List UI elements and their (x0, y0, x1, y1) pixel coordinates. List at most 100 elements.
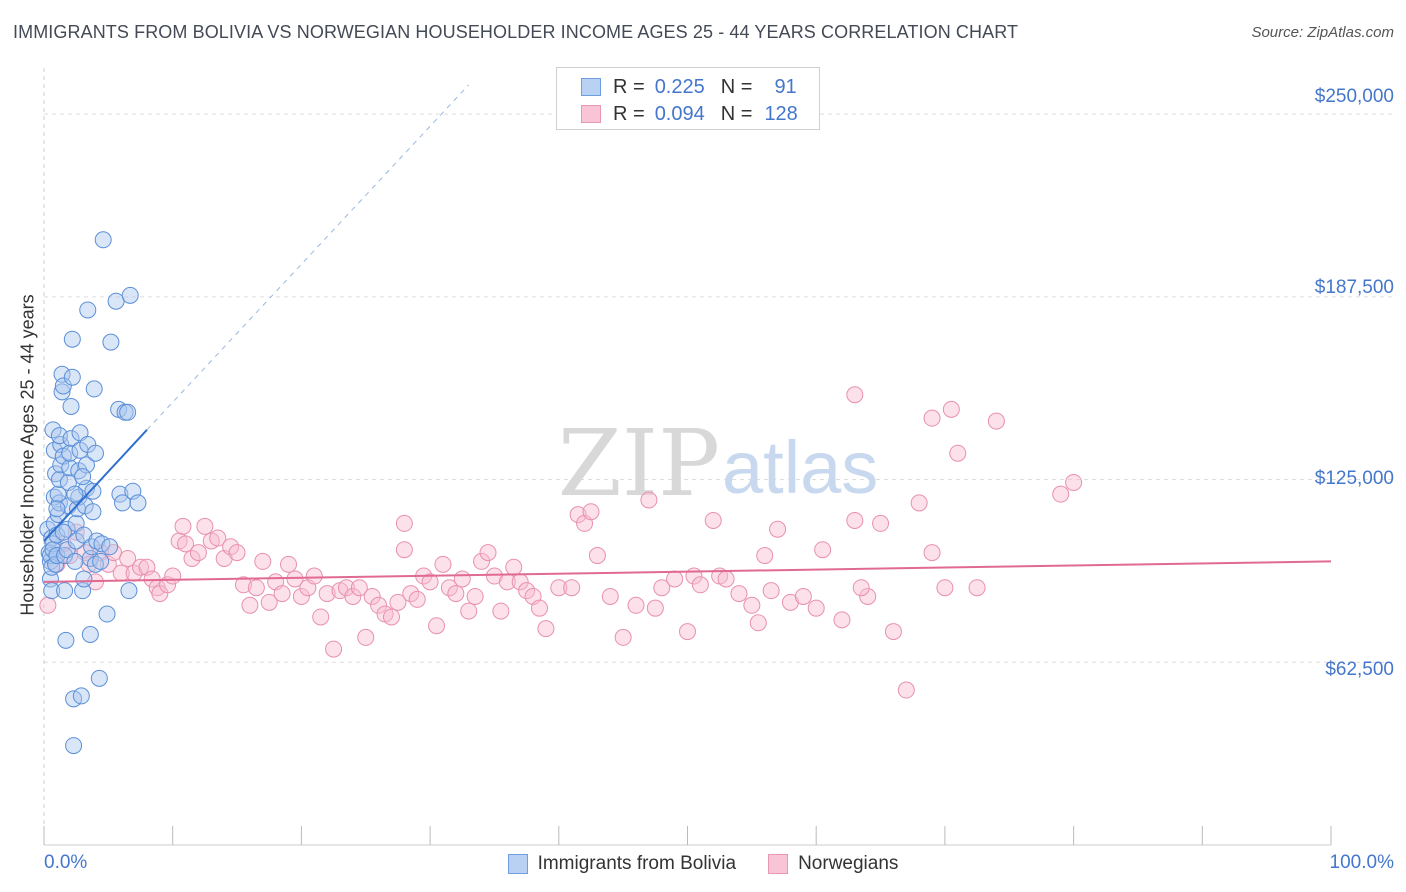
bolivia-point (67, 514, 85, 532)
legend-r-label: R = (613, 102, 645, 125)
norwegians-point (846, 386, 864, 404)
norwegians-point (717, 570, 735, 588)
norwegians-point (537, 620, 555, 638)
bolivia-point (61, 444, 79, 462)
norwegians-point (132, 558, 150, 576)
norwegians-point (794, 587, 812, 605)
norwegians-point (370, 596, 388, 614)
legend-swatch-pink (581, 105, 601, 123)
legend-label: Norwegians (798, 853, 899, 874)
norwegians-point (350, 579, 368, 597)
bolivia-point (66, 485, 84, 503)
bolivia-point (57, 631, 75, 649)
bolivia-points (39, 231, 147, 755)
norwegians-point (627, 596, 645, 614)
norwegians-point (666, 570, 684, 588)
norwegians-point (273, 585, 291, 603)
bolivia-point (129, 494, 147, 512)
norwegians-point (968, 579, 986, 597)
bolivia-point (54, 377, 72, 395)
norwegians-point (691, 576, 709, 594)
bolivia-point (65, 737, 83, 755)
bolivia-point (121, 286, 139, 304)
norwegians-point (143, 570, 161, 588)
bolivia-point (114, 494, 132, 512)
norwegians-point (395, 541, 413, 559)
norwegians-point (164, 567, 182, 585)
norwegians-point (280, 555, 298, 573)
norwegians-point (395, 514, 413, 532)
bolivia-point (94, 231, 112, 249)
norwegians-point (814, 541, 832, 559)
chart-title: IMMIGRANTS FROM BOLIVIA VS NORWEGIAN HOU… (13, 22, 1019, 42)
norwegians-points (39, 386, 1083, 699)
norwegians-point (646, 599, 664, 617)
norwegians-point (363, 587, 381, 605)
bolivia-point (107, 292, 125, 310)
trend-lines (43, 84, 1332, 583)
norwegians-point (382, 608, 400, 626)
norwegians-point (337, 579, 355, 597)
watermark-zip: ZIP (558, 410, 720, 517)
correlation-legend: R = 0.225 N = 91 R = 0.094 N = 128 (556, 67, 820, 130)
bolivia-point (58, 541, 76, 559)
norwegians-point (679, 623, 696, 641)
bolivia-point (81, 625, 99, 643)
bolivia-point (84, 503, 102, 521)
bolivia-point (54, 523, 72, 541)
bolivia-point (56, 582, 74, 600)
norwegians-point (872, 514, 890, 532)
y-tick-label: $187,500 (1314, 277, 1394, 298)
norwegians-point (614, 628, 632, 646)
norwegians-point (923, 409, 941, 427)
legend-swatch-blue (581, 78, 601, 96)
norwegians-point (318, 585, 336, 603)
norwegians-point (884, 623, 902, 641)
norwegians-point (833, 611, 851, 629)
norwegians-point (325, 640, 343, 658)
bolivia-point (86, 555, 104, 573)
norwegians-point (762, 582, 780, 600)
norwegians-point (1065, 473, 1083, 491)
bolivia-point (75, 570, 93, 588)
norwegians-point (119, 549, 137, 567)
norwegians-point (550, 579, 568, 597)
legend-row-norwegians: R = 0.094 N = 128 (581, 101, 798, 127)
bolivia-point (119, 403, 137, 421)
legend-r-value: 0.225 (654, 75, 705, 98)
norwegians-point (569, 506, 587, 524)
y-tick-label: $62,500 (1325, 659, 1394, 680)
norwegians-point (852, 579, 870, 597)
bolivia-point (50, 471, 68, 489)
norwegians-trend-line (43, 560, 1332, 583)
bolivia-trend-line (43, 429, 148, 542)
bolivia-point (79, 301, 97, 319)
norwegians-point (923, 544, 941, 562)
series-legend: Immigrants from Bolivia Norwegians (0, 851, 1406, 877)
x-axis-max-label: 100.0% (1329, 852, 1394, 873)
bolivia-point (98, 605, 116, 623)
norwegians-point (653, 579, 671, 597)
x-axis-min-label: 0.0% (44, 852, 88, 873)
norwegians-point (460, 602, 478, 620)
bolivia-point (74, 468, 92, 486)
norwegians-point (588, 547, 606, 565)
norwegians-point (177, 535, 195, 553)
norwegians-point (434, 555, 452, 573)
bolivia-point (53, 383, 71, 401)
norwegians-point (949, 444, 967, 462)
norwegians-point (756, 547, 774, 565)
bolivia-point (102, 333, 120, 351)
bolivia-point (90, 669, 108, 687)
legend-r-value: 0.094 (654, 102, 705, 125)
bolivia-point (71, 424, 89, 442)
norwegians-point (344, 587, 362, 605)
norwegians-point (466, 587, 484, 605)
norwegians-point (897, 681, 915, 699)
y-tick-label: $250,000 (1314, 86, 1394, 107)
bolivia-point (85, 380, 103, 398)
norwegians-point (260, 593, 278, 611)
bolivia-point (44, 421, 62, 439)
norwegians-point (402, 585, 420, 603)
legend-n-value: 91 (774, 75, 797, 98)
